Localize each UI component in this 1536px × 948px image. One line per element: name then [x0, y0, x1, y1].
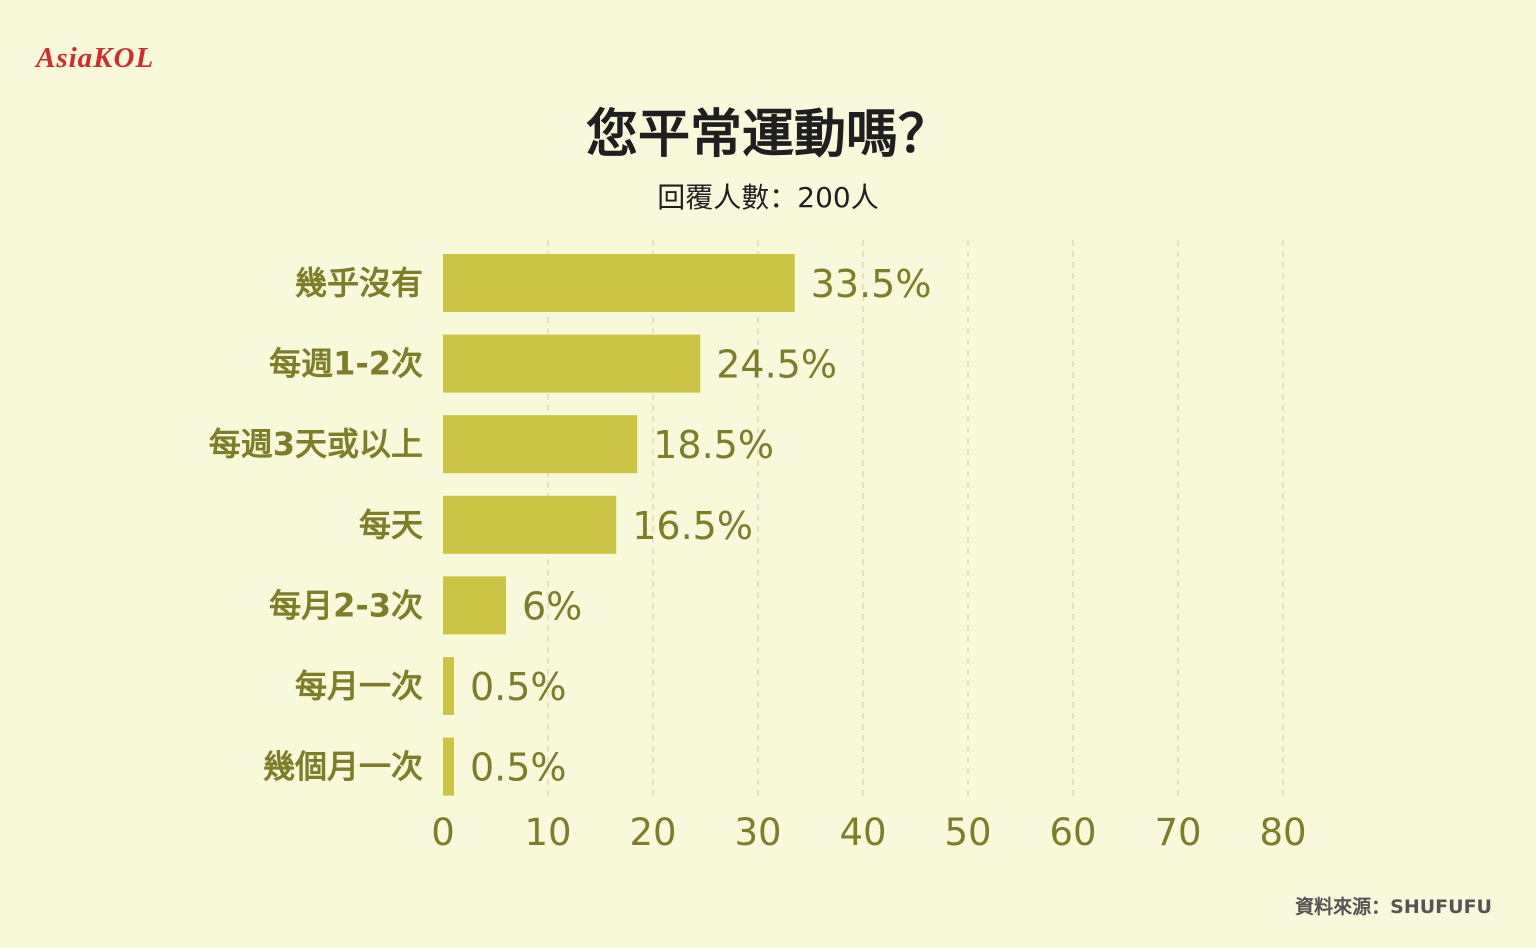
asiakol-logo: AsiaKOL — [36, 42, 155, 74]
value-label: 24.5% — [716, 343, 837, 387]
chart-title: 您平常運動嗎？ — [585, 105, 950, 165]
value-labels: 33.5% 24.5% 18.5% 16.5% 6% 0.5% 0.5% — [470, 262, 931, 790]
x-tick-label: 80 — [1259, 811, 1306, 854]
value-label: 6% — [522, 584, 582, 628]
bar — [443, 254, 795, 312]
chart-subtitle: 回覆人數：200人 — [657, 181, 879, 214]
x-tick-label: 0 — [431, 811, 455, 854]
category-label: 每月一次 — [295, 667, 423, 705]
x-tick-label: 40 — [839, 811, 886, 854]
bar — [443, 657, 454, 715]
category-label: 幾個月一次 — [263, 748, 423, 786]
gridlines — [547, 240, 1284, 800]
value-label: 18.5% — [653, 423, 774, 467]
x-tick-label: 30 — [734, 811, 781, 854]
category-label: 每週1-2次 — [269, 345, 423, 383]
bar — [443, 737, 454, 796]
category-label: 每週3天或以上 — [209, 425, 423, 463]
value-label: 0.5% — [470, 746, 567, 790]
bar — [443, 334, 701, 393]
bar — [443, 576, 506, 635]
value-label: 33.5% — [811, 262, 932, 306]
x-tick-label: 10 — [524, 811, 571, 854]
value-label: 16.5% — [632, 504, 753, 548]
value-label: 0.5% — [470, 665, 567, 709]
x-axis-ticks: 0 10 20 30 40 50 60 70 80 — [431, 811, 1306, 854]
bar — [443, 415, 638, 474]
category-label: 幾乎沒有 — [295, 264, 423, 302]
x-tick-label: 70 — [1154, 811, 1201, 854]
bar — [443, 495, 617, 554]
x-tick-label: 60 — [1049, 811, 1096, 854]
source-note: 資料來源：SHUFUFU — [1295, 896, 1492, 918]
category-label: 每月2-3次 — [269, 586, 423, 624]
category-label: 每天 — [359, 506, 423, 544]
x-tick-label: 50 — [944, 811, 991, 854]
x-tick-label: 20 — [629, 811, 676, 854]
bars — [443, 254, 795, 796]
